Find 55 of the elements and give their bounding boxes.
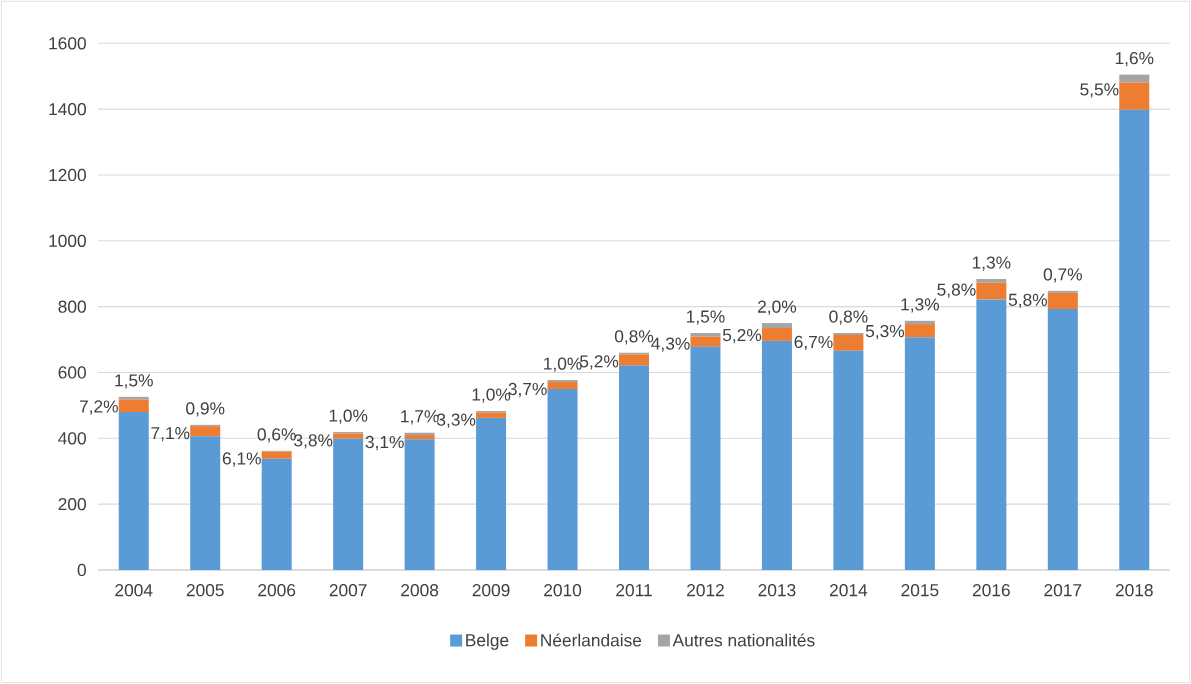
- annotation: 1,6%: [1115, 52, 1154, 67]
- legend-label: Autres nationalités: [672, 633, 815, 647]
- annotation: 1,0%: [329, 409, 368, 424]
- legend-label: Belge: [466, 633, 509, 650]
- annotation: 5,3%: [865, 324, 905, 340]
- x-tick-label: 2018: [1115, 584, 1153, 597]
- x-tick-label: 2008: [401, 584, 439, 597]
- y-tick-label: 1400: [49, 103, 86, 116]
- y-tick-label: 600: [58, 366, 86, 379]
- annotation: 2,0%: [758, 300, 797, 315]
- x-tick-label: 2011: [616, 584, 652, 597]
- annotation: 6,1%: [222, 452, 261, 467]
- x-tick-label: 2013: [758, 584, 796, 597]
- y-tick-label: 0: [77, 563, 86, 577]
- annotation: 7,2%: [79, 400, 118, 415]
- x-tick-label: 2005: [186, 584, 224, 597]
- annotation: 1,5%: [115, 374, 153, 389]
- x-tick-label: 2010: [544, 584, 582, 597]
- x-tick-label: 2006: [258, 584, 296, 597]
- y-tick-label: 1000: [49, 234, 86, 247]
- x-tick-label: 2017: [1044, 584, 1082, 597]
- x-tick-label: 2004: [115, 584, 153, 597]
- annotation: 6,7%: [794, 335, 833, 351]
- annotation: 1,3%: [901, 298, 940, 313]
- legend-label: Néerlandaise: [541, 633, 642, 647]
- y-tick-label: 800: [58, 300, 86, 313]
- x-tick-label: 2015: [901, 584, 939, 597]
- annotation: 4,3%: [651, 337, 690, 352]
- annotation: 0,7%: [1043, 268, 1082, 283]
- annotation: 3,8%: [294, 434, 333, 449]
- x-tick-label: 2009: [472, 584, 510, 597]
- annotation: 1,3%: [972, 256, 1011, 271]
- annotation: 5,2%: [580, 355, 619, 370]
- annotation: 0,8%: [614, 330, 654, 345]
- annotation: 0,9%: [186, 402, 225, 417]
- annotation: 3,3%: [437, 413, 476, 428]
- x-tick-label: 2007: [329, 584, 367, 597]
- annotation: 5,8%: [937, 283, 976, 298]
- y-tick-label: 1200: [49, 168, 86, 182]
- x-tick-label: 2016: [972, 584, 1010, 597]
- annotation: 0,6%: [257, 428, 296, 443]
- annotation: 1,5%: [687, 310, 725, 325]
- annotation: 1,7%: [401, 410, 439, 425]
- annotation: 5,5%: [1080, 83, 1119, 98]
- y-tick-label: 1600: [49, 37, 86, 50]
- annotation: 3,1%: [365, 435, 404, 451]
- x-tick-label: 2012: [687, 584, 724, 597]
- annotation: 5,2%: [722, 328, 762, 344]
- annotation: 5,8%: [1008, 293, 1048, 308]
- x-tick-label: 2014: [830, 584, 868, 597]
- annotation: 7,1%: [151, 427, 190, 442]
- annotation: 1,0%: [544, 357, 582, 372]
- y-tick-label: 200: [58, 498, 86, 511]
- y-tick-label: 400: [58, 432, 86, 445]
- annotation: 0,8%: [829, 310, 868, 325]
